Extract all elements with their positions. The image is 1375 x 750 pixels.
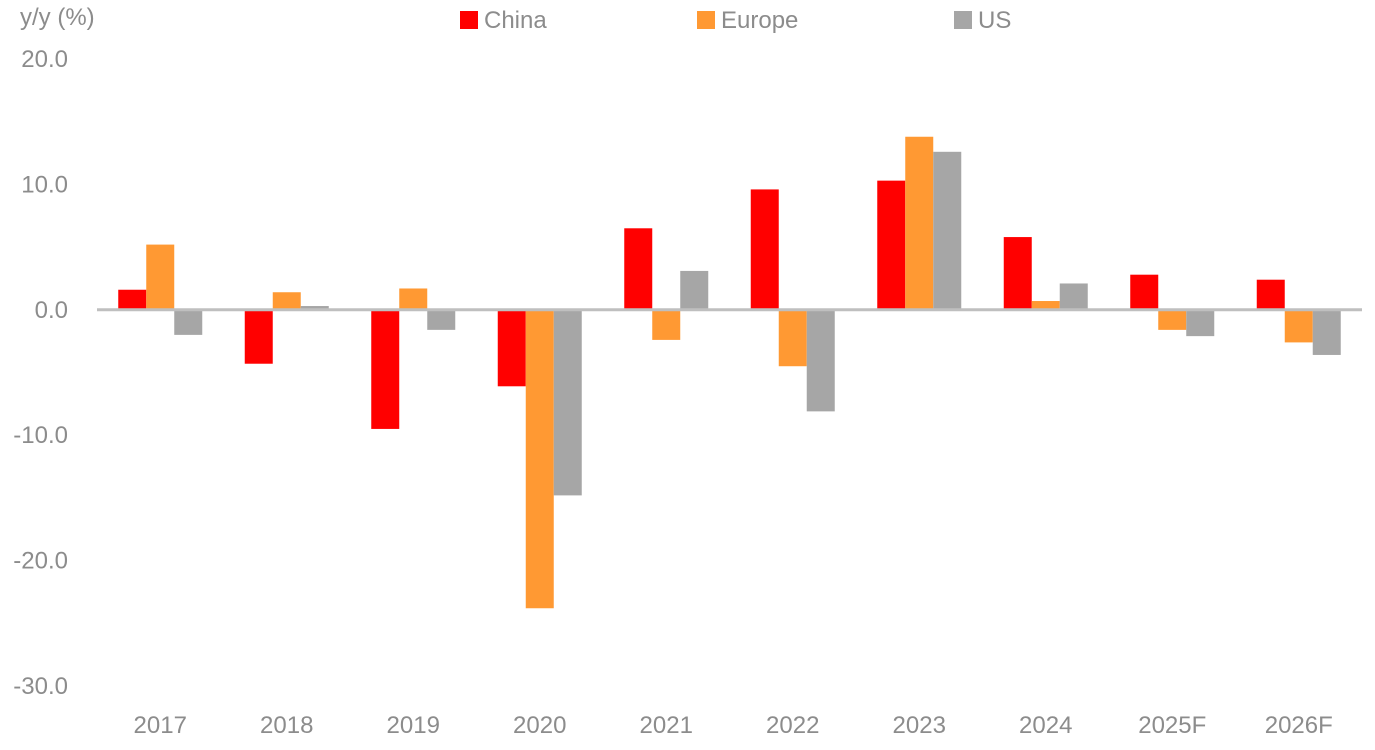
legend: China Europe US <box>460 7 1011 34</box>
bar-china-2018 <box>244 309 273 364</box>
bar-europe-2017 <box>146 244 175 310</box>
bar-europe-2022 <box>778 309 807 367</box>
y-tick-label: -30.0 <box>13 673 68 700</box>
bar-china-2022 <box>750 189 779 310</box>
bar-us-2017 <box>174 309 203 335</box>
y-axis-label: y/y (%) <box>20 4 95 31</box>
x-tick-label: 2026F <box>1265 712 1333 739</box>
bar-china-2021 <box>624 228 653 310</box>
bar-us-2024 <box>1059 283 1088 310</box>
bar-us-2021 <box>680 270 709 310</box>
bar-china-2024 <box>1003 237 1032 310</box>
y-tick-label: -10.0 <box>13 422 68 449</box>
bar-us-2018 <box>300 306 329 310</box>
bar-china-2025f <box>1130 274 1159 310</box>
legend-label: US <box>978 7 1011 34</box>
y-tick-label: 0.0 <box>35 297 68 324</box>
bar-europe-2018 <box>272 292 301 310</box>
legend-item-us: US <box>954 7 1011 34</box>
y-tick-label: -20.0 <box>13 548 68 575</box>
bar-us-2022 <box>806 309 835 412</box>
legend-swatch <box>954 11 972 29</box>
bar-us-2020 <box>553 309 582 496</box>
bar-china-2026f <box>1256 279 1285 310</box>
bars <box>118 136 1341 609</box>
y-tick-label: 20.0 <box>21 46 68 73</box>
x-tick-label: 2024 <box>1019 712 1072 739</box>
y-tick-label: 10.0 <box>21 171 68 198</box>
bar-europe-2025f <box>1158 309 1187 330</box>
bar-europe-2024 <box>1031 301 1060 310</box>
legend-item-europe: Europe <box>697 7 798 34</box>
bar-us-2019 <box>427 309 456 330</box>
x-tick-label: 2017 <box>134 712 187 739</box>
x-axis-ticks: 2017 2018 2019 2020 2021 2022 2023 2024 2025F 202… <box>134 712 1333 739</box>
bar-china-2023 <box>877 180 906 310</box>
bar-us-2025f <box>1186 309 1215 337</box>
bar-europe-2026f <box>1284 309 1313 343</box>
x-tick-label: 2018 <box>260 712 313 739</box>
legend-item-china: China <box>460 7 547 34</box>
x-tick-label: 2020 <box>513 712 566 739</box>
bar-us-2026f <box>1312 309 1341 355</box>
legend-label: Europe <box>721 7 798 34</box>
bar-europe-2020 <box>525 309 554 609</box>
bar-europe-2019 <box>399 288 428 310</box>
bar-china-2019 <box>371 309 400 429</box>
x-tick-label: 2022 <box>766 712 819 739</box>
x-tick-label: 2023 <box>893 712 946 739</box>
bar-china-2017 <box>118 289 147 310</box>
bar-us-2023 <box>933 151 962 310</box>
y-axis-ticks: 20.0 10.0 0.0 -10.0 -20.0 -30.0 <box>13 46 68 700</box>
bar-china-2020 <box>497 309 526 387</box>
x-tick-label: 2021 <box>640 712 693 739</box>
legend-swatch <box>460 11 478 29</box>
bar-europe-2021 <box>652 309 681 340</box>
legend-swatch <box>697 11 715 29</box>
bar-europe-2023 <box>905 136 934 310</box>
x-tick-label: 2025F <box>1138 712 1206 739</box>
x-tick-label: 2019 <box>387 712 440 739</box>
legend-label: China <box>484 7 547 34</box>
